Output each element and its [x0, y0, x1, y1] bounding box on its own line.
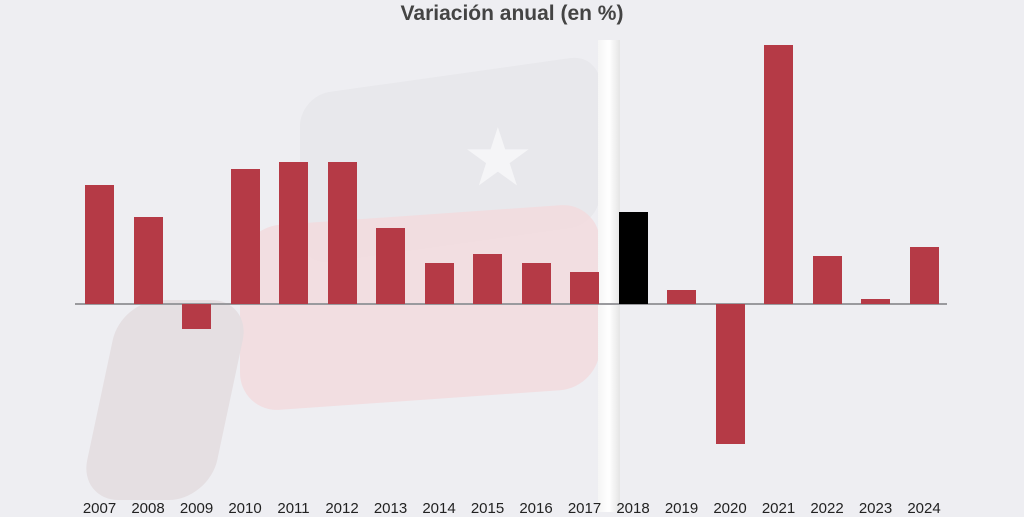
x-tick-label: 2008 [131, 500, 165, 517]
bar-2024 [909, 246, 939, 304]
x-tick-label: 2007 [82, 500, 117, 517]
x-tick-label: 2021 [761, 500, 796, 517]
bar-2018 [618, 212, 648, 304]
bar-2023 [861, 299, 890, 304]
x-tick-label: 2020 [713, 500, 747, 517]
bar-2008 [133, 216, 163, 304]
bar-2013 [376, 228, 405, 304]
bar-2012 [327, 162, 357, 304]
bar-2009 [182, 304, 211, 330]
bar-2016 [521, 262, 551, 304]
bar-2021 [764, 45, 793, 304]
x-tick-label: 2011 [277, 500, 310, 517]
x-tick-label: 2015 [470, 500, 505, 517]
bar-2011 [279, 162, 308, 304]
x-tick-label: 2023 [858, 500, 893, 517]
flag-pole [598, 40, 620, 512]
x-tick-label: 2014 [422, 500, 456, 517]
bar-2019 [667, 290, 696, 304]
bar-2020 [715, 304, 745, 444]
x-tick-label: 2010 [228, 500, 262, 517]
x-tick-label: 2019 [664, 500, 699, 517]
x-tick-label: 2009 [179, 500, 214, 517]
chart-title: Variación anual (en %) [400, 2, 624, 25]
bar-2022 [812, 255, 842, 304]
x-tick-label: 2016 [519, 500, 553, 517]
bar-2015 [473, 253, 502, 304]
x-tick-label: 2018 [616, 500, 650, 517]
bar-2017 [570, 271, 599, 304]
x-tick-label: 2022 [810, 500, 844, 517]
bar-2010 [230, 168, 260, 304]
x-tick-label: 2017 [567, 500, 602, 517]
bar-2014 [424, 262, 454, 304]
x-tick-label: 2013 [373, 500, 408, 517]
star-icon: ★ [462, 113, 534, 202]
bar-2007 [85, 184, 114, 304]
x-tick-label: 2024 [907, 500, 941, 517]
x-tick-label: 2012 [325, 500, 359, 517]
zero-baseline [75, 303, 947, 305]
